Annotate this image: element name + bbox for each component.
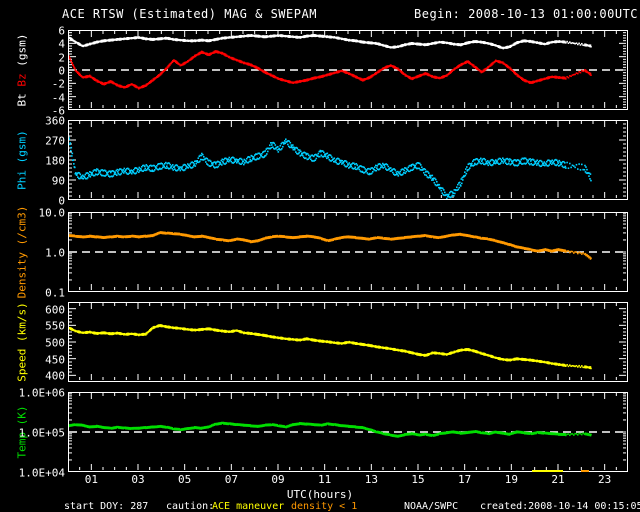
x-tick-label: 19: [504, 473, 518, 486]
x-tick-label: 03: [131, 473, 145, 486]
y-tick-label: 4: [58, 37, 65, 51]
series-temp: [69, 421, 592, 438]
y-tick-label: 1.0: [45, 246, 65, 260]
y-tick-label: 360: [45, 114, 65, 128]
plot-area-swepam-speed: [69, 303, 626, 380]
series-bt: [69, 34, 592, 50]
begin-timestamp: Begin: 2008-10-13 01:00:00UTC: [414, 7, 639, 21]
y-tick-label: 90: [51, 174, 65, 188]
plot-area-swepam-temp: [69, 393, 626, 470]
y-tick-label: 1.0E+06: [18, 386, 65, 400]
x-tick-label: 21: [551, 473, 565, 486]
caution-label: caution:: [166, 501, 215, 512]
y-tick-label: 1.0E+04: [18, 466, 65, 480]
start-doy-label: start DOY: 287: [64, 501, 149, 512]
plot-panel-swepam-speed: 600 550 500 450 400: [45, 302, 628, 383]
y-axis-label-bz: Bz: [15, 73, 29, 87]
caution-maneuver-label: ACE maneuver: [212, 501, 285, 512]
y-tick-label: 400: [45, 369, 65, 383]
y-tick-label: 1.0E+05: [18, 426, 65, 440]
series-density: [69, 231, 592, 260]
series-phi: [69, 136, 592, 199]
low-density-bar: [581, 470, 590, 472]
series-speed: [69, 324, 592, 370]
x-tick-label: 05: [178, 473, 192, 486]
y-tick-label: 500: [45, 336, 65, 350]
y-tick-label: 180: [45, 154, 65, 168]
caution-density-label: density < 1: [291, 501, 358, 512]
x-tick-label: 07: [224, 473, 238, 486]
y-tick-label: 270: [45, 134, 65, 148]
y-tick-label: -4: [51, 91, 65, 105]
plot-panel-mag-bt-bz: 6 4 2 0 -2 -4 -6: [52, 25, 628, 118]
series-bz: [69, 50, 592, 90]
y-tick-label: -2: [51, 77, 65, 91]
x-tick-label: 15: [411, 473, 425, 486]
x-tick-label: 11: [318, 473, 332, 486]
x-tick-label: 09: [271, 473, 285, 486]
plot-panel-mag-phi: 360 270 180 90 0: [45, 115, 628, 208]
plot-area-mag-phi: [69, 121, 626, 199]
agency-label: NOAA/SWPC: [404, 501, 459, 512]
y-tick-label: 0.1: [45, 286, 65, 300]
ace-maneuver-bar: [532, 470, 563, 472]
plot-panel-swepam-temp: 1.0E+06 1.0E+05 1.0E+04: [19, 387, 628, 480]
page-title: ACE RTSW (Estimated) MAG & SWEPAM: [62, 7, 317, 21]
y-tick-label: 6: [58, 24, 65, 38]
x-axis-label: UTC(hours): [286, 488, 354, 501]
y-tick-label: 0: [58, 64, 65, 78]
plot-area-mag-bt-bz: [69, 31, 626, 108]
y-tick-label: 10.0: [38, 206, 66, 220]
x-tick-label: 13: [364, 473, 378, 486]
y-tick-label: 550: [45, 319, 65, 333]
x-tick-label: 23: [598, 473, 612, 486]
plot-area-swepam-density: [69, 213, 626, 290]
y-tick-label: 0: [58, 194, 65, 208]
x-tick-label: 17: [458, 473, 472, 486]
y-axis-label-units: (gsm): [15, 33, 29, 74]
y-tick-label: 2: [58, 51, 65, 65]
y-tick-label: -6: [51, 104, 65, 118]
x-tick-label: 01: [84, 473, 98, 486]
created-timestamp: created:2008-10-14 00:15:05UTC: [480, 501, 640, 512]
plot-panel-swepam-density: 10.0 1.0 0.1: [39, 207, 628, 300]
y-tick-label: 600: [45, 303, 65, 317]
y-tick-label: 450: [45, 353, 65, 367]
